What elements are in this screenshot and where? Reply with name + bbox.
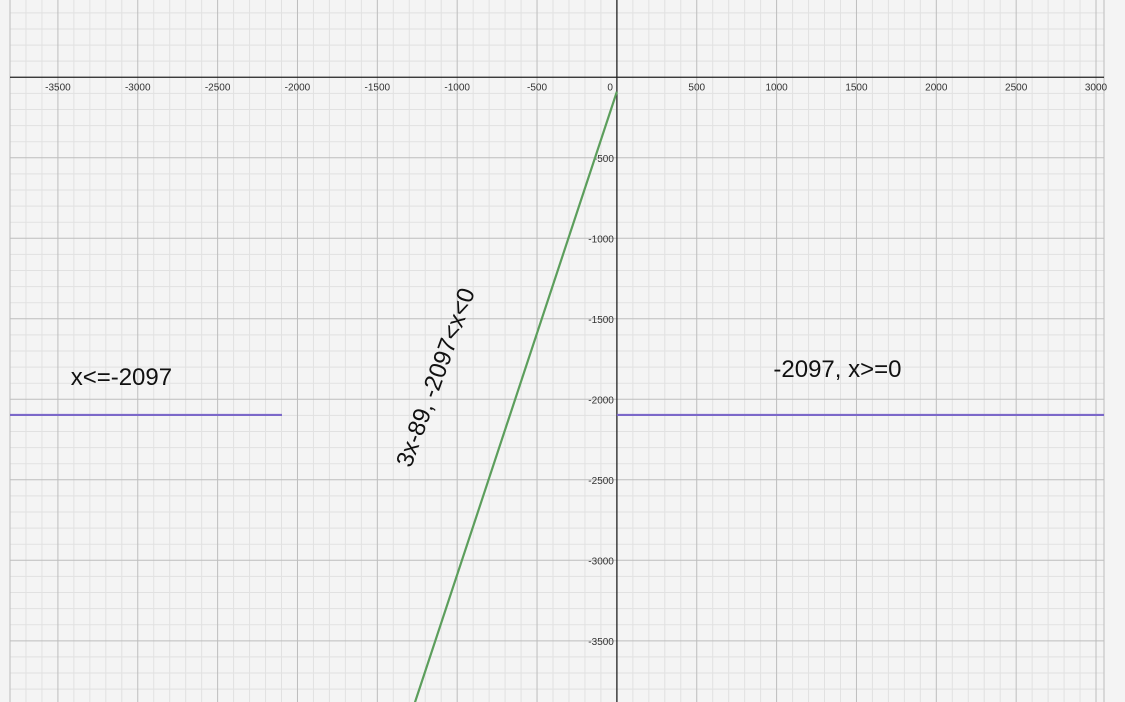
- y-tick-label: -3500: [588, 637, 614, 648]
- series-lines: [10, 91, 1104, 702]
- x-tick-label: 1000: [765, 82, 788, 93]
- x-tick-label: -2500: [205, 82, 231, 93]
- series-line: [413, 91, 618, 702]
- y-tick-label: -1500: [588, 315, 614, 326]
- x-tick-label: -1500: [365, 82, 391, 93]
- major-grid: [9, 0, 1105, 702]
- x-tick-label: 0: [607, 82, 613, 93]
- y-tick-label: -1000: [588, 234, 614, 245]
- x-tick-label: -2000: [285, 82, 311, 93]
- x-tick-label: -500: [527, 82, 547, 93]
- x-tick-label: 500: [688, 82, 705, 93]
- x-tick-label: 2500: [1005, 82, 1028, 93]
- x-tick-label: 2000: [925, 82, 948, 93]
- x-tick-label: 1500: [845, 82, 868, 93]
- annotation-label: -2097, x>=0: [773, 356, 901, 383]
- annotation-label: x<=-2097: [71, 364, 172, 391]
- y-tick-label: -2500: [588, 476, 614, 487]
- y-tick-label: -500: [594, 154, 614, 165]
- x-tick-label: -1000: [444, 82, 470, 93]
- x-tick-label: 3000: [1085, 82, 1108, 93]
- tick-labels: -3500 -3000 -2500 -2000 -1500 -1000 -500 0 500 10…: [45, 82, 1107, 648]
- axes: [10, 0, 1104, 702]
- x-tick-label: -3000: [125, 82, 151, 93]
- x-tick-label: -3500: [45, 82, 71, 93]
- y-tick-label: -2000: [588, 395, 614, 406]
- minor-grid: [9, 0, 1104, 702]
- y-tick-label: -3000: [588, 556, 614, 567]
